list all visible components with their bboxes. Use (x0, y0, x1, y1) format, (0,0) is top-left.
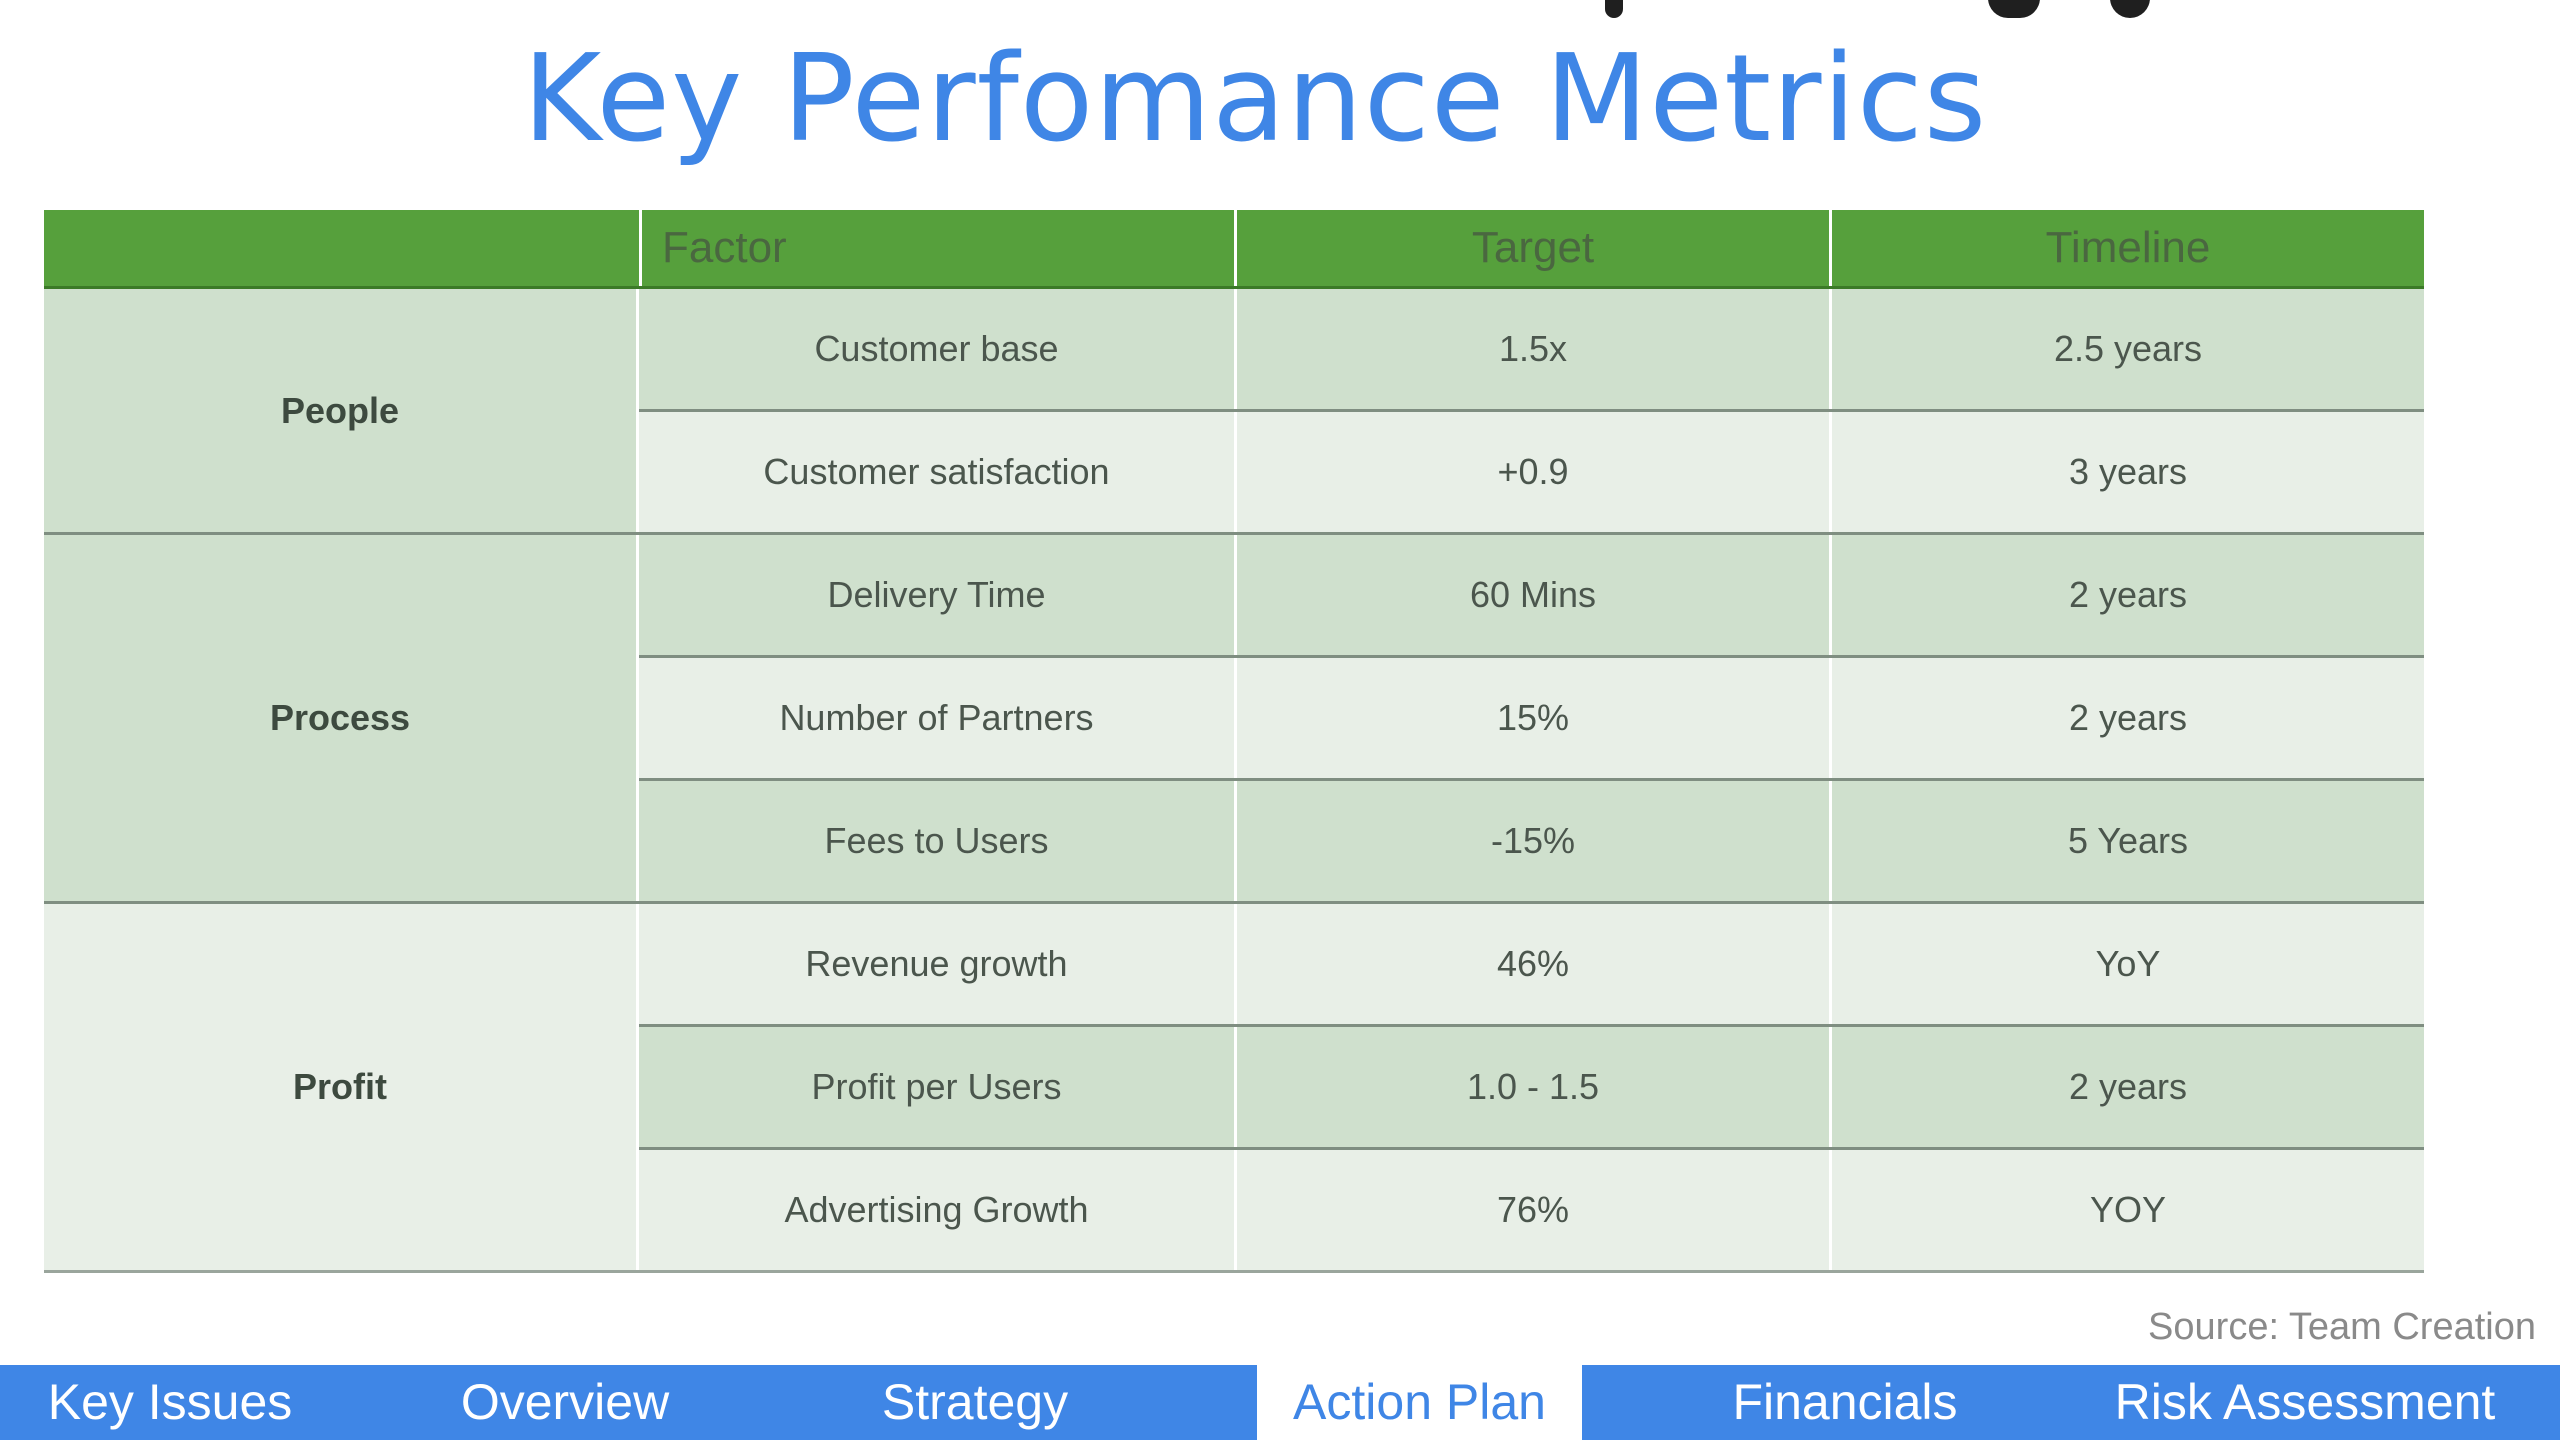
header-category (44, 210, 639, 286)
timeline-cell: 3 years (1829, 412, 2424, 532)
group-label: People (44, 289, 636, 532)
target-cell: 76% (1234, 1150, 1829, 1270)
table-row: Customer satisfaction +0.9 3 years (639, 409, 2424, 532)
factor-cell: Fees to Users (824, 820, 1049, 861)
cropped-heading-fragment (0, 0, 2560, 20)
kpi-table: Factor Target Timeline People Customer b… (44, 210, 2424, 1273)
timeline-cell: YoY (1829, 904, 2424, 1024)
target-cell: 46% (1234, 904, 1829, 1024)
bottom-nav: Key Issues Overview Strategy Action Plan… (0, 1365, 2560, 1440)
table-row: Delivery Time 60 Mins 2 years (639, 535, 2424, 655)
tab-key-issues[interactable]: Key Issues (47, 1374, 293, 1430)
target-cell: 60 Mins (1234, 535, 1829, 655)
timeline-cell: 2.5 years (1829, 289, 2424, 409)
factor-cell: Profit per Users (811, 1066, 1062, 1107)
tab-financials[interactable]: Financials (1732, 1374, 1958, 1430)
target-cell: 1.5x (1234, 289, 1829, 409)
table-row: Customer base 1.5x 2.5 years (639, 289, 2424, 409)
group-profit: Profit Revenue growth 46% YoY Profit per… (44, 904, 2424, 1273)
timeline-cell: 2 years (1829, 1027, 2424, 1147)
table-row: Fees to Users -15% 5 Years (639, 778, 2424, 901)
target-cell: -15% (1234, 781, 1829, 901)
cropped-glyph (2110, 0, 2150, 18)
timeline-cell: 2 years (1829, 535, 2424, 655)
header-factor: Factor (639, 210, 1234, 286)
cropped-glyph (1988, 0, 2040, 18)
target-cell: 1.0 - 1.5 (1234, 1027, 1829, 1147)
timeline-cell: 2 years (1829, 658, 2424, 778)
page-title: Key Perfomance Metrics (522, 30, 1988, 169)
group-label: Profit (44, 904, 636, 1270)
header-timeline: Timeline (1829, 210, 2424, 286)
group-label: Process (44, 535, 636, 901)
tab-overview[interactable]: Overview (460, 1374, 670, 1430)
timeline-cell: 5 Years (1829, 781, 2424, 901)
tab-strategy[interactable]: Strategy (881, 1374, 1069, 1430)
table-header: Factor Target Timeline (44, 210, 2424, 289)
source-note: Source: Team Creation (2148, 1306, 2536, 1348)
timeline-cell: YOY (1829, 1150, 2424, 1270)
factor-cell: Customer satisfaction (763, 451, 1110, 492)
target-cell: 15% (1234, 658, 1829, 778)
group-process: Process Delivery Time 60 Mins 2 years Nu… (44, 535, 2424, 904)
factor-cell: Advertising Growth (784, 1189, 1089, 1230)
factor-cell: Revenue growth (805, 943, 1068, 984)
factor-cell: Delivery Time (827, 574, 1046, 615)
tab-risk-assessment[interactable]: Risk Assessment (2114, 1374, 2496, 1430)
target-cell: +0.9 (1234, 412, 1829, 532)
table-row: Advertising Growth 76% YOY (639, 1147, 2424, 1270)
cropped-glyph (1605, 0, 1623, 18)
table-row: Profit per Users 1.0 - 1.5 2 years (639, 1024, 2424, 1147)
table-row: Revenue growth 46% YoY (639, 904, 2424, 1024)
factor-cell: Customer base (814, 328, 1059, 369)
header-target: Target (1234, 210, 1829, 286)
tab-action-plan[interactable]: Action Plan (1257, 1365, 1582, 1440)
group-people: People Customer base 1.5x 2.5 years Cust… (44, 289, 2424, 535)
table-row: Number of Partners 15% 2 years (639, 655, 2424, 778)
factor-cell: Number of Partners (779, 697, 1094, 738)
